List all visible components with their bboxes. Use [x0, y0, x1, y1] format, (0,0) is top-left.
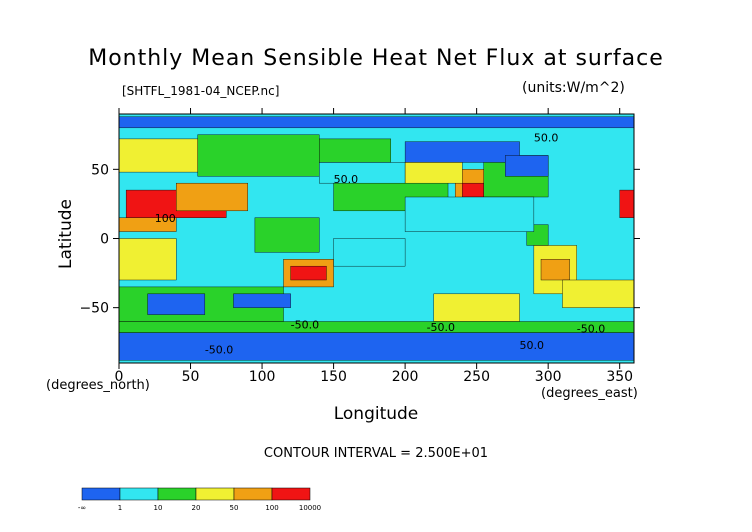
flux-region-14	[619, 189, 635, 218]
colorbar-label: 100	[265, 504, 278, 512]
colorbar-label: 10	[154, 504, 163, 512]
colorbar-swatch	[119, 487, 159, 501]
y-tick-label: 50	[91, 162, 109, 178]
map-plot: 50.0 50.0 100 -50.0 -50.0 -50.0 50.0 -50.0	[118, 113, 635, 364]
colorbar: -∞ 1 10 20 50 100 10000	[78, 487, 321, 512]
contour-label: 100	[155, 212, 176, 225]
axes: 0 50 100 150 200 250 300 350 −50 0 50	[79, 108, 640, 385]
flux-region-16	[290, 265, 327, 281]
colorbar-swatch	[157, 487, 197, 501]
contour-label: 50.0	[334, 173, 359, 186]
y-tick-label: 0	[100, 232, 109, 248]
flux-region-8	[176, 182, 248, 212]
flux-region-22	[562, 279, 635, 308]
colorbar-label: -∞	[78, 504, 86, 512]
flux-region-3	[118, 138, 198, 173]
colorbar-swatch	[233, 487, 273, 501]
x-tick-label: 200	[392, 369, 419, 385]
colorbar-swatch	[195, 487, 235, 501]
x-tick-label: 300	[535, 369, 562, 385]
x-tick-label: 350	[606, 369, 633, 385]
x-tick-label: 50	[182, 369, 200, 385]
x-tick-label: 100	[249, 369, 276, 385]
flux-region-23	[433, 293, 520, 322]
x-unit-label: (degrees_east)	[541, 386, 638, 401]
flux-region-26	[319, 162, 406, 184]
flux-region-29	[233, 293, 291, 308]
contour-label: -50.0	[427, 321, 455, 334]
contour-interval: CONTOUR INTERVAL = 2.500E+01	[263, 446, 489, 461]
y-unit-label: (degrees_north)	[46, 378, 150, 393]
flux-region-17	[118, 238, 177, 281]
flux-region-28	[147, 293, 206, 315]
flux-region-19	[540, 259, 570, 281]
flux-region-32	[404, 196, 535, 232]
x-tick-label: 250	[463, 369, 490, 385]
flux-region-1	[118, 332, 635, 361]
chart-title: Monthly Mean Sensible Heat Net Flux at s…	[88, 46, 664, 71]
contour-label: 50.0	[520, 339, 545, 352]
contour-label: -50.0	[205, 343, 233, 356]
flux-region-30	[333, 238, 406, 267]
x-axis-label: Longitude	[333, 404, 419, 424]
colorbar-label: 20	[192, 504, 201, 512]
colorbar-label: 10000	[299, 504, 321, 512]
contour-label: -50.0	[577, 323, 605, 336]
colorbar-label: 50	[230, 504, 239, 512]
colorbar-label: 1	[118, 504, 122, 512]
flux-region-27	[404, 162, 463, 184]
colorbar-swatch	[81, 487, 121, 501]
flux-region-4	[197, 134, 320, 177]
y-tick-label: −50	[79, 301, 109, 317]
flux-region-2	[118, 116, 635, 129]
x-tick-label: 150	[320, 369, 347, 385]
flux-region-31	[254, 217, 320, 253]
flux-region-5	[319, 138, 392, 163]
flux-region-12	[404, 141, 520, 163]
x-tick-label: 0	[115, 369, 124, 385]
file-label: [SHTFL_1981-04_NCEP.nc]	[122, 84, 280, 98]
contour-label: 50.0	[534, 132, 559, 145]
colorbar-swatch	[271, 487, 311, 501]
contour-label: -50.0	[291, 318, 319, 331]
units-label: (units:W/m^2)	[522, 80, 625, 96]
flux-region-24	[118, 321, 635, 333]
flux-region-10	[462, 182, 484, 198]
flux-region-13	[505, 155, 549, 177]
